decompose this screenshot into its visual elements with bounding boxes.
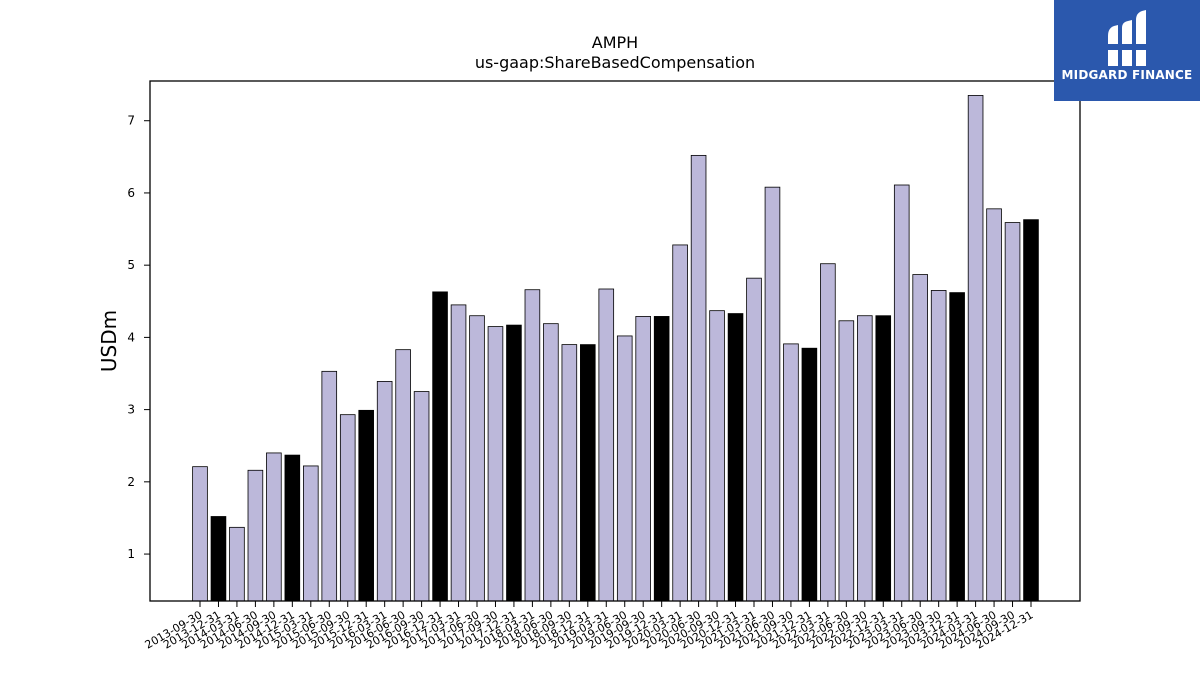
bar xyxy=(543,323,559,602)
bar xyxy=(210,516,227,602)
bar xyxy=(820,263,836,602)
chart-subtitle: us-gaap:ShareBasedCompensation xyxy=(475,53,755,72)
y-tick-label: 5 xyxy=(127,258,135,272)
bar xyxy=(266,452,282,602)
bar xyxy=(727,313,744,602)
bar xyxy=(395,349,411,602)
bar xyxy=(967,95,984,602)
bars-group xyxy=(192,95,1039,602)
bar xyxy=(321,370,338,602)
bar xyxy=(376,381,393,602)
midgard-finance-logo: MIDGARD FINANCE xyxy=(1054,0,1200,101)
bar xyxy=(764,186,781,602)
y-tick-label: 4 xyxy=(127,330,135,344)
y-tick-label: 3 xyxy=(127,403,135,417)
y-tick-label: 7 xyxy=(127,114,135,128)
bar xyxy=(875,315,892,602)
bar xyxy=(857,315,873,602)
y-ticks-group: 1 2 3 4 5 6 7 xyxy=(127,114,150,561)
bar xyxy=(284,454,301,602)
bar xyxy=(653,316,670,602)
y-tick-label: 2 xyxy=(127,475,135,489)
midgard-logo-icon xyxy=(1108,10,1146,66)
bar xyxy=(672,244,688,602)
bar xyxy=(783,343,799,602)
bar xyxy=(635,316,651,602)
bar xyxy=(358,409,374,602)
y-tick-label: 6 xyxy=(127,186,135,200)
bar xyxy=(838,320,855,602)
bar xyxy=(690,154,707,602)
bar xyxy=(450,304,467,602)
bar xyxy=(912,274,928,602)
bar xyxy=(580,344,596,602)
bar xyxy=(930,290,947,602)
bar xyxy=(1023,219,1039,602)
bar xyxy=(469,315,485,602)
y-axis-label: USDm xyxy=(97,310,121,372)
bar xyxy=(893,184,910,602)
bar xyxy=(303,465,319,602)
bar xyxy=(192,466,208,602)
bar xyxy=(413,391,430,602)
bar xyxy=(247,469,264,602)
bar xyxy=(487,326,504,602)
bar xyxy=(949,292,965,602)
bar xyxy=(524,289,541,602)
brand-name: MIDGARD FINANCE xyxy=(1061,68,1193,82)
bar xyxy=(506,324,522,602)
x-ticks-group: 2013-09-302013-12-312014-03-312014-06-30… xyxy=(143,601,1036,652)
bar xyxy=(616,335,633,602)
bar xyxy=(432,291,448,602)
bar xyxy=(598,288,615,602)
y-tick-label: 1 xyxy=(127,547,135,561)
bar xyxy=(709,310,725,602)
bar xyxy=(801,347,818,602)
bar xyxy=(1004,222,1021,602)
bar xyxy=(229,526,245,602)
chart-title: AMPH xyxy=(592,33,638,52)
plot-frame xyxy=(149,80,1081,602)
bar xyxy=(746,277,762,602)
bar xyxy=(986,208,1002,602)
bar xyxy=(339,414,356,602)
bar xyxy=(561,344,578,602)
